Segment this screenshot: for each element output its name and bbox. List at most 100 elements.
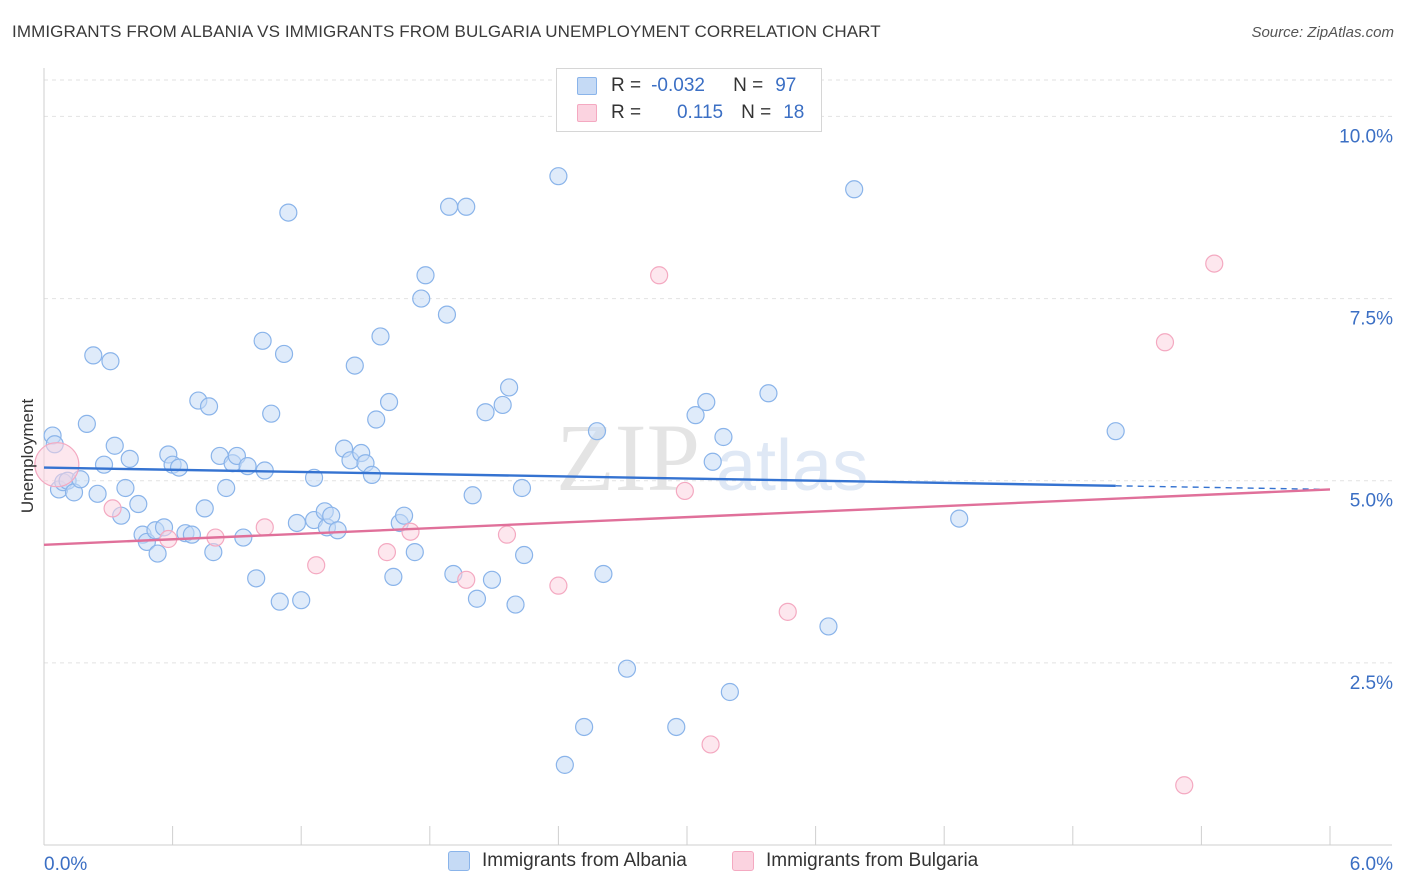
albania-point [367, 410, 386, 429]
albania-point [148, 544, 167, 563]
y-tick-label: 7.5% [1350, 309, 1393, 330]
albania-point [416, 266, 435, 285]
series-name-albania: Immigrants from Albania [482, 850, 687, 871]
albania-point [686, 406, 705, 425]
albania-point [500, 378, 519, 397]
albania-point [457, 197, 476, 216]
albania-point [437, 305, 457, 324]
albania-point [345, 356, 364, 375]
bulgaria-trend-line [43, 488, 1331, 547]
albania-point [1106, 422, 1125, 441]
albania-point [362, 465, 382, 484]
legend-n-label: N = [741, 102, 772, 123]
albania-point [759, 384, 778, 403]
legend-swatch-albania [577, 77, 597, 95]
albania-point [304, 468, 324, 487]
bulgaria-point [650, 266, 669, 285]
chart-title: IMMIGRANTS FROM ALBANIA VS IMMIGRANTS FR… [12, 22, 881, 41]
bulgaria-point [34, 442, 80, 488]
bulgaria-point [1205, 254, 1224, 273]
watermark-zip: ZIP [556, 404, 700, 511]
legend-n-value-albania: 97 [775, 75, 797, 96]
x-tick-label: 0.0% [44, 854, 87, 875]
albania-point [476, 403, 495, 422]
albania-point [950, 509, 969, 528]
bulgaria-point [255, 518, 274, 537]
albania-point [101, 352, 120, 371]
albania-point [819, 617, 838, 636]
albania-point [84, 346, 103, 365]
albania-point [412, 289, 431, 308]
bulgaria-point [457, 570, 476, 589]
bulgaria-point [103, 499, 122, 518]
albania-point [515, 545, 534, 565]
bulgaria-point [1155, 333, 1175, 352]
points-layer [34, 167, 1224, 795]
albania-point [116, 478, 135, 498]
albania-point [94, 455, 114, 474]
albania-point [493, 395, 512, 415]
albania-point [714, 427, 733, 447]
albania-point [129, 494, 148, 514]
bulgaria-point [701, 735, 720, 754]
albania-point [697, 392, 716, 412]
series-swatch-bulgaria [732, 851, 754, 871]
albania-point [394, 506, 414, 525]
albania-point [262, 404, 281, 423]
trend-layer [43, 466, 1331, 547]
albania-point [199, 397, 219, 416]
albania-point [182, 525, 201, 544]
legend-swatch-bulgaria [577, 104, 597, 122]
albania-point [253, 331, 272, 350]
bulgaria-point [401, 522, 420, 541]
albania-point [720, 682, 739, 702]
bulgaria-point [675, 481, 694, 501]
albania-point [77, 414, 96, 433]
correlation-legend: R = -0.032 N = 97 R = 0.115 N = 18 [556, 68, 822, 132]
series-legend-albania: Immigrants from Albania [448, 850, 687, 872]
albania-point [120, 449, 139, 468]
albania-point [703, 452, 722, 471]
albania-point [482, 570, 502, 589]
watermark-atlas: atlas [716, 426, 868, 506]
albania-point [617, 659, 637, 678]
bulgaria-point [1175, 776, 1194, 795]
albania-point [845, 180, 864, 199]
albania-point [575, 717, 594, 737]
bulgaria-point [778, 602, 797, 621]
albania-point [279, 203, 298, 222]
albania-point [467, 589, 487, 608]
bulgaria-point [497, 525, 517, 544]
albania-point [217, 478, 236, 498]
albania-trend-extension [1115, 485, 1331, 491]
bulgaria-point [549, 576, 568, 595]
source-credit: Source: ZipAtlas.com [1251, 24, 1394, 41]
albania-point [195, 499, 214, 518]
albania-point [587, 422, 607, 441]
bulgaria-point [307, 556, 326, 575]
albania-point [88, 484, 107, 503]
series-swatch-albania [448, 851, 470, 871]
albania-point [555, 755, 574, 774]
albania-trend-line [43, 466, 1116, 488]
albania-point [463, 486, 482, 505]
legend-r-value-albania: -0.032 [651, 75, 705, 96]
albania-point [247, 569, 266, 588]
y-tick-label: 2.5% [1350, 673, 1393, 694]
albania-point [667, 717, 686, 737]
x-tick-label: 6.0% [1350, 854, 1393, 875]
albania-point [384, 567, 403, 586]
grid-layer [44, 79, 1392, 664]
legend-n-value-bulgaria: 18 [783, 102, 805, 123]
bulgaria-point [377, 543, 397, 562]
albania-point [405, 543, 424, 562]
legend-row-albania: R = -0.032 N = 97 [577, 73, 796, 99]
albania-point [512, 478, 532, 498]
albania-point [439, 197, 459, 216]
legend-row-bulgaria: R = 0.115 N = 18 [577, 100, 804, 126]
albania-point [287, 513, 307, 533]
tick-label-layer: 2.5% 5.0% 7.5% 10.0% 0.0% 6.0% [44, 126, 1393, 875]
series-name-bulgaria: Immigrants from Bulgaria [766, 850, 979, 871]
albania-point [169, 458, 189, 477]
